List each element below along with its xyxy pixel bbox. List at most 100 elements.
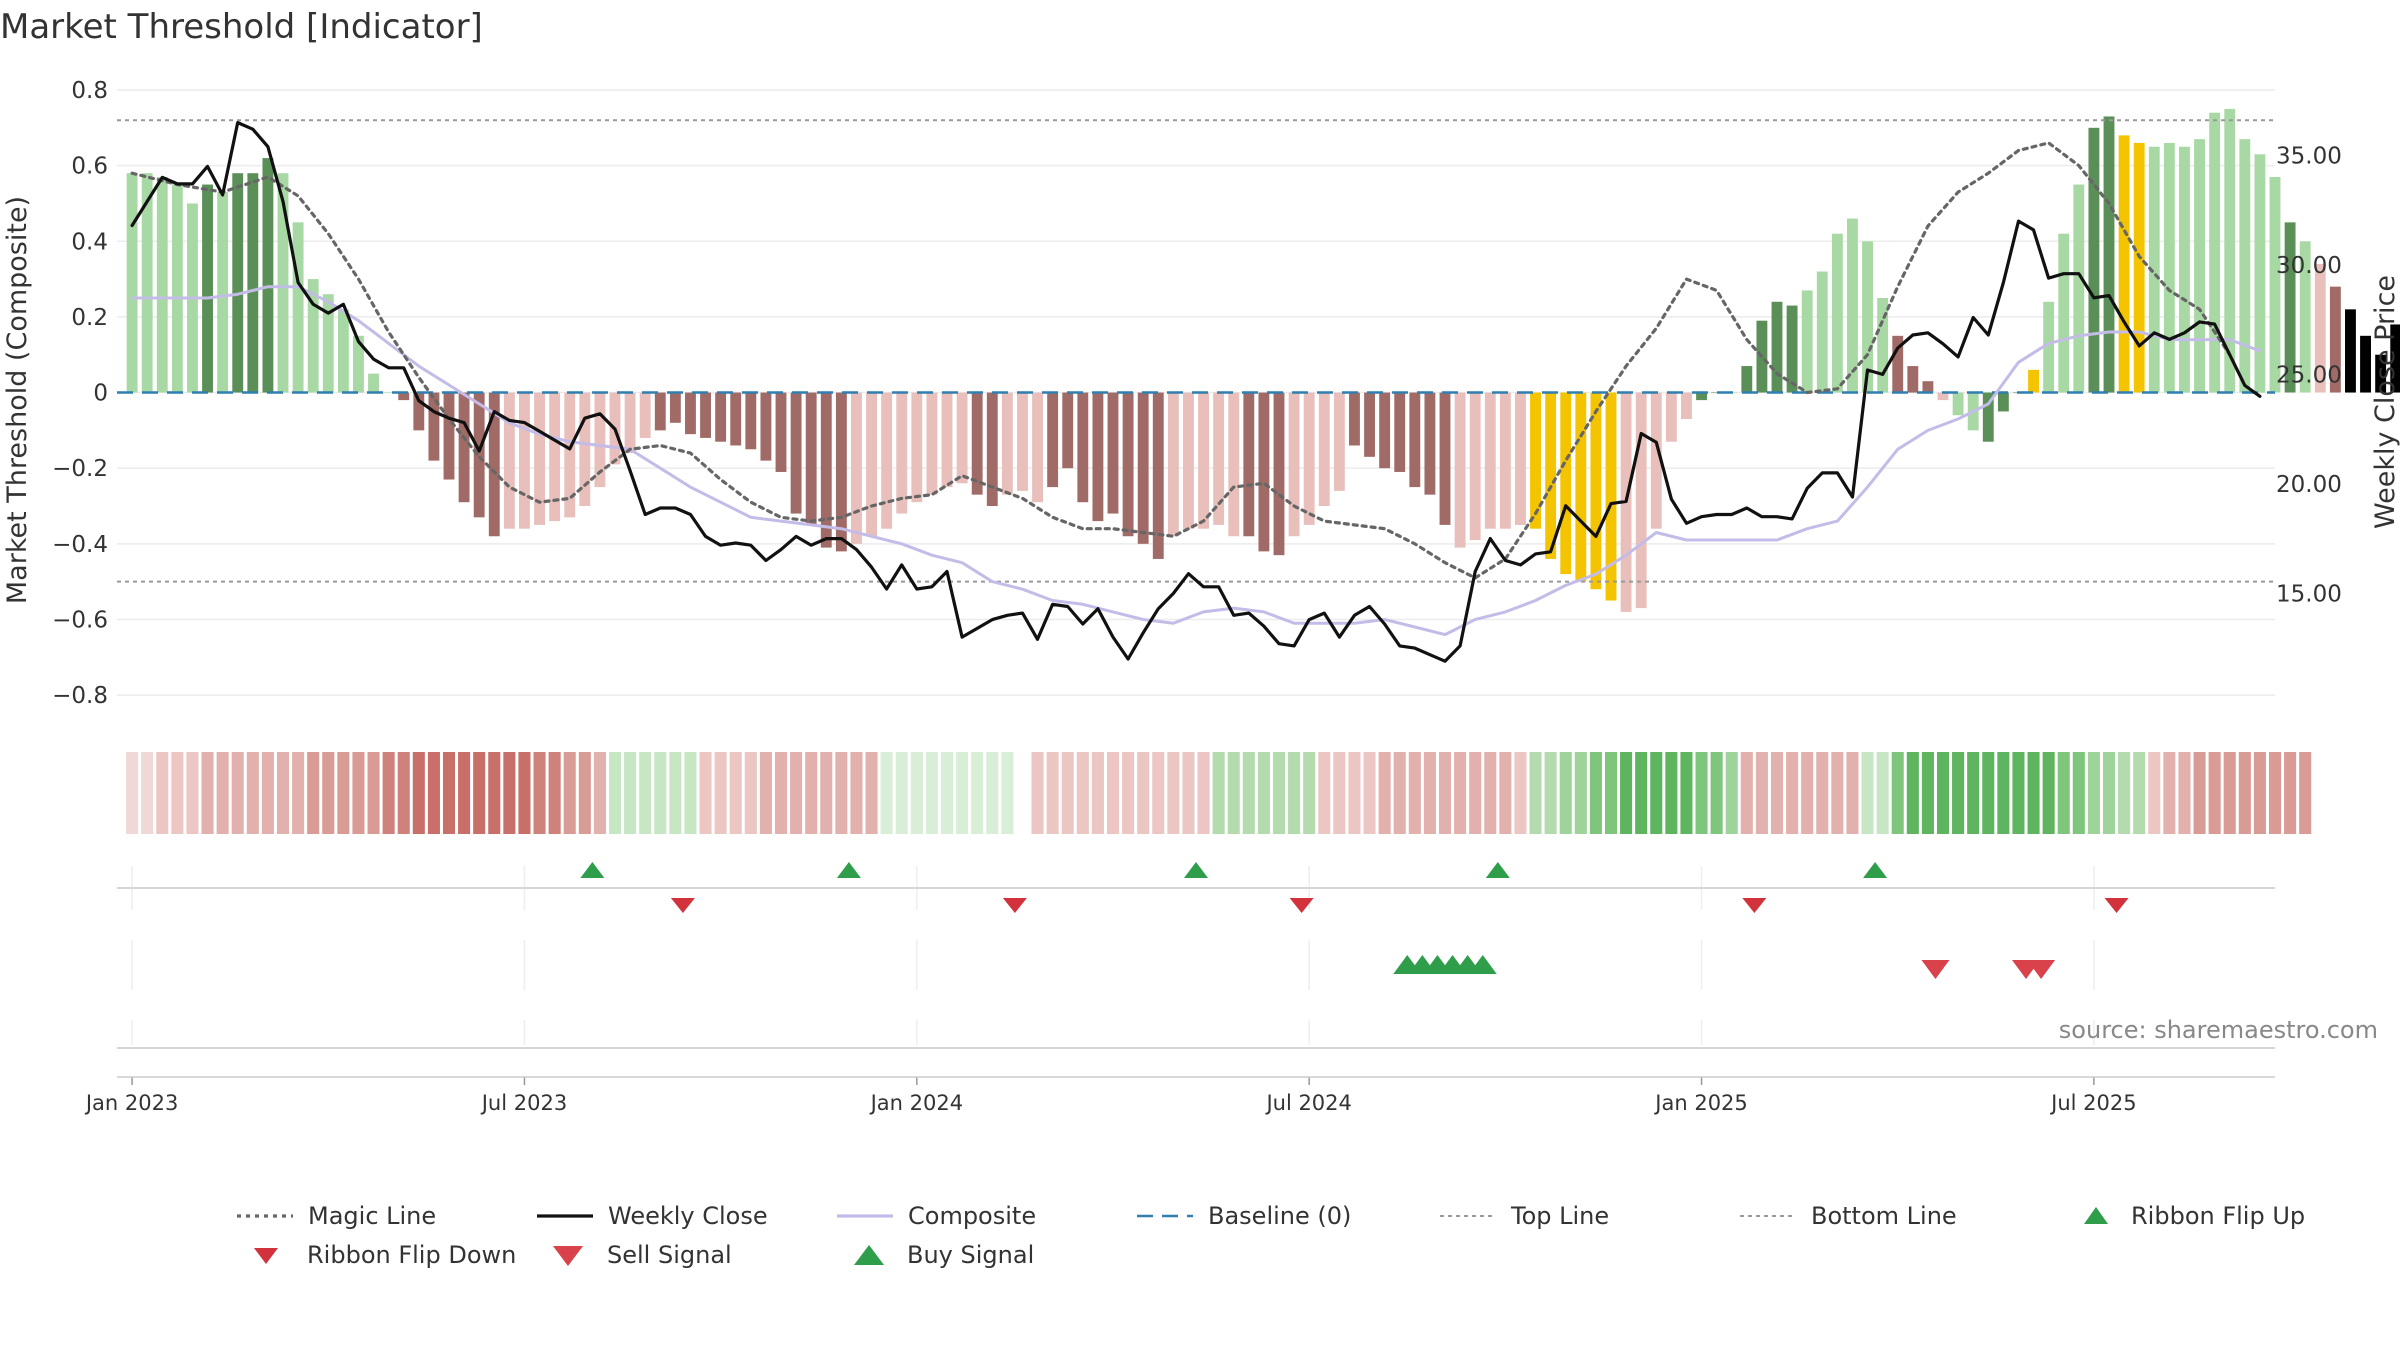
ribbon-cell [865,752,878,834]
composite-bar [1122,392,1134,537]
composite-bar [1590,392,1602,590]
composite-bar [911,392,923,503]
composite-bar [1831,233,1843,393]
ribbon-cell [2238,752,2251,834]
composite-bar [292,222,304,393]
composite-bar [1575,392,1587,582]
ribbon-cell [261,752,274,834]
ribbon-cell [1906,752,1919,834]
left-tick-label: −0.8 [52,683,108,709]
composite-bar [1907,366,1919,393]
composite-bar [1771,301,1783,393]
composite-bar [1816,271,1828,393]
ribbon-cell [2163,752,2176,834]
ribbon-cell [1876,752,1889,834]
ribbon-cell [1529,752,1542,834]
ribbon-cell [1122,752,1135,834]
composite-bar [1982,392,1994,442]
composite-bar [971,392,983,495]
composite-bar [700,392,711,438]
legend-label: Weekly Close [608,1202,768,1230]
ribbon-cell [1846,752,1859,834]
ribbon-flip-up-marker [580,862,605,878]
series-lines [130,121,2262,663]
legend-label: Bottom Line [1811,1202,1957,1230]
ribbon-cell [1016,752,1029,834]
composite-bar [1409,392,1421,488]
composite-bar [171,184,183,393]
ribbon-cell [1725,752,1738,834]
ribbon-cell [956,752,969,834]
ribbon-cell [503,752,516,834]
x-axis: Jan 2023 Jul 2023 Jan 2024 Jul 2024 Jan 2025… [84,1076,2275,1115]
composite-bar [2269,176,2281,393]
ribbon-cell [2027,752,2040,834]
composite-bar [1997,392,2009,412]
composite-bar [2058,233,2070,393]
composite-bar [1198,392,1209,529]
buy-signal-marker [1468,955,1497,974]
left-axis: 0.8 0.6 0.4 0.2 0 −0.2 −0.4 −0.6 −0.8 [52,78,108,709]
left-tick-label: 0.8 [71,78,108,104]
ribbon-cell [1514,752,1527,834]
ribbon-cell [2118,752,2131,834]
ribbon-cell [1620,752,1633,834]
composite-bar [126,173,138,393]
ribbon-cell [971,752,984,834]
ribbon-flip-down-marker [1002,898,1027,913]
ribbon-cell [1152,752,1165,834]
composite-bar [745,392,757,450]
composite-bar [1167,392,1179,537]
composite-bar [1303,392,1315,525]
composite-bar [202,184,213,393]
ribbon-cell [1891,752,1904,834]
weekly-close-line [130,121,2262,663]
composite-bar [1077,392,1089,503]
ribbon-cell [1801,752,1814,834]
ribbon-cell [1333,752,1346,834]
composite-bar [2163,142,2175,393]
ribbon-cell [1755,752,1768,834]
ribbon-flip-down-marker [670,898,695,913]
ribbon-cell [2208,752,2221,834]
ribbon-cell [2072,752,2085,834]
x-tick-label: Jul 2024 [1264,1091,1351,1115]
composite-bar [579,392,591,506]
composite-bar [2299,241,2311,393]
legend-item: Ribbon Flip Up [2084,1202,2305,1230]
composite-bar [1364,392,1375,457]
composite-bar [1892,335,1904,393]
ribbon-cell [1469,752,1482,834]
composite-bar [277,173,289,393]
composite-bar [1379,392,1391,469]
ribbon-cell [126,752,139,834]
ribbon-cell [1393,752,1406,834]
ribbon-cell [186,752,199,834]
composite-bar [307,279,319,393]
legend-label: Baseline (0) [1208,1202,1351,1230]
composite-bar [1439,392,1451,525]
composite-bar [1515,392,1526,525]
ribbon-cell [608,752,622,834]
ribbon-cell [1952,752,1965,834]
composite-bar [1696,392,1707,401]
ribbon-cell [2193,752,2206,834]
ribbon-cell [1408,752,1421,834]
legend-item: Buy Signal [854,1241,1034,1269]
ribbon-cell [2299,752,2312,834]
ribbon-cell [1544,752,1557,834]
legend-label: Buy Signal [907,1241,1034,1269]
ribbon-cell [820,752,833,834]
composite-bar [2148,146,2160,393]
legend-label: Top Line [1510,1202,1609,1230]
composite-bar [383,392,395,394]
ribbon-cell [835,752,848,834]
composite-bar [1530,392,1541,529]
composite-bar [986,392,998,506]
composite-bar [322,294,334,393]
composite-bar [262,158,274,393]
left-tick-label: −0.2 [52,456,108,482]
ribbon-cell [1212,752,1225,834]
ribbon-cell [1046,752,1059,834]
ribbon-cell [1635,752,1648,834]
